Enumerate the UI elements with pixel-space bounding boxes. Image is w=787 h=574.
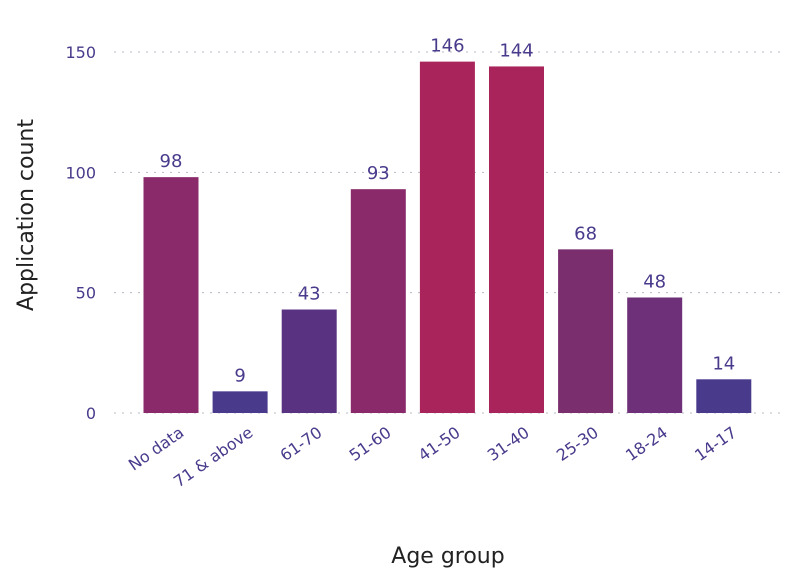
x-tick-label: No data (125, 423, 187, 475)
bar-value-label: 144 (499, 40, 533, 61)
y-tick-label: 100 (65, 163, 96, 182)
bar (143, 177, 199, 413)
x-tick-label: 18-24 (622, 423, 671, 465)
x-tick-label: 14-17 (691, 423, 740, 465)
bar-value-label: 43 (298, 284, 321, 305)
bar (696, 379, 752, 413)
bar (489, 66, 544, 413)
bar-value-label: 9 (234, 365, 245, 386)
bars (143, 61, 752, 413)
bar-value-label: 14 (712, 353, 735, 374)
x-tick-label: 51-60 (346, 423, 395, 465)
bar-value-label: 146 (430, 36, 464, 57)
bar (350, 189, 406, 413)
bar-value-label: 68 (574, 223, 597, 244)
bar-value-label: 93 (367, 163, 390, 184)
y-axis-ticks: 0 50 100 150 (65, 43, 96, 423)
y-tick-label: 0 (86, 404, 96, 423)
bar (627, 297, 683, 413)
y-tick-label: 150 (65, 43, 96, 62)
x-tick-label: 25-30 (553, 423, 602, 465)
y-axis-title: Application count (14, 119, 39, 311)
x-tick-label: 31-40 (484, 423, 533, 465)
y-tick-label: 50 (76, 284, 96, 303)
x-tick-label: 61-70 (277, 423, 326, 465)
x-tick-label: 41-50 (415, 423, 464, 465)
bar (281, 309, 337, 413)
bar-value-label: 98 (160, 151, 183, 172)
bar (212, 391, 268, 413)
bar (419, 61, 475, 413)
data-labels: 98 9 43 93 146 144 68 48 14 (160, 36, 736, 387)
bar-value-label: 48 (643, 271, 666, 292)
x-axis-title: Age group (391, 544, 504, 569)
bar (558, 249, 614, 413)
